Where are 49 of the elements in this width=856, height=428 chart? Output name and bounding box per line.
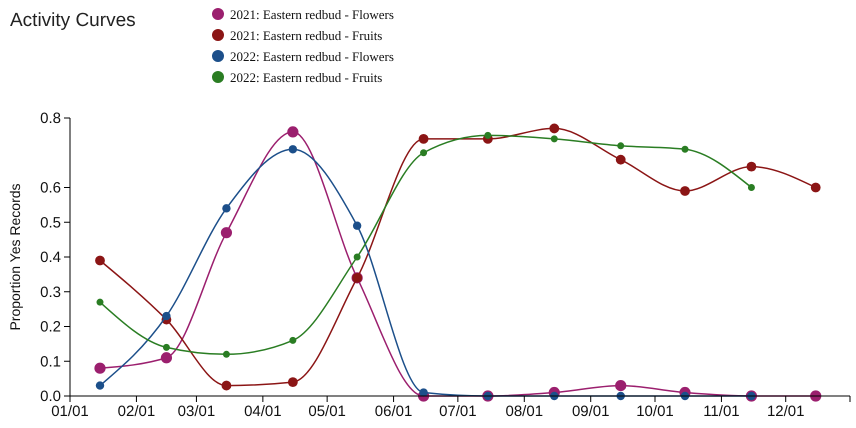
x-tick-label: 11/01 — [703, 403, 740, 420]
point — [615, 380, 626, 392]
legend-label: 2022: Eastern redbud - Flowers — [230, 49, 394, 64]
point — [354, 254, 361, 260]
point — [418, 134, 428, 144]
point — [810, 182, 821, 192]
y-tick-label: 0.5 — [40, 214, 61, 232]
point — [287, 126, 298, 138]
point — [550, 135, 558, 142]
point — [746, 162, 756, 172]
point — [420, 149, 428, 156]
point — [549, 124, 560, 134]
x-tick-label: 07/01 — [439, 403, 477, 420]
x-tick-label: 10/01 — [636, 403, 674, 420]
x-tick-label: 01/01 — [51, 403, 89, 420]
point — [352, 222, 362, 230]
x-tick-label: 06/01 — [374, 403, 412, 420]
y-tick-label: 0.3 — [40, 284, 61, 301]
point — [222, 350, 230, 358]
y-tick-label: 0.4 — [40, 249, 61, 266]
x-tick-label: 09/01 — [572, 403, 610, 420]
y-tick-label: 0.8 — [40, 110, 61, 127]
x-tick-label: 12/01 — [766, 403, 804, 420]
y-tick-label: 0.0 — [40, 388, 61, 405]
y-axis-title: Proportion Yes Records — [7, 183, 23, 331]
legend-label: 2022: Eastern redbud - Fruits — [230, 70, 382, 85]
point — [220, 227, 232, 238]
point — [222, 380, 232, 390]
x-tick-label: 04/01 — [244, 403, 282, 420]
x-tick-label: 05/01 — [308, 403, 346, 420]
point — [616, 154, 626, 165]
y-tick-label: 0.6 — [40, 180, 61, 196]
point — [289, 336, 296, 344]
point — [288, 377, 298, 387]
point — [288, 145, 298, 154]
point — [748, 184, 755, 191]
point — [222, 204, 231, 213]
legend-label: 2021: Eastern redbud - Flowers — [230, 7, 394, 22]
y-tick-label: 0.1 — [40, 353, 61, 370]
legend-label: 2021: Eastern redbud - Fruits — [230, 28, 382, 43]
chart-title: Activity Curves — [10, 10, 136, 31]
x-tick-label: 08/01 — [506, 403, 544, 420]
x-tick-label: 02/01 — [118, 403, 156, 420]
point — [682, 146, 688, 153]
y-tick-label: 0.2 — [40, 318, 61, 336]
point — [617, 142, 624, 150]
point — [680, 186, 690, 196]
point — [484, 132, 492, 139]
x-tick-label: 03/01 — [178, 403, 216, 420]
